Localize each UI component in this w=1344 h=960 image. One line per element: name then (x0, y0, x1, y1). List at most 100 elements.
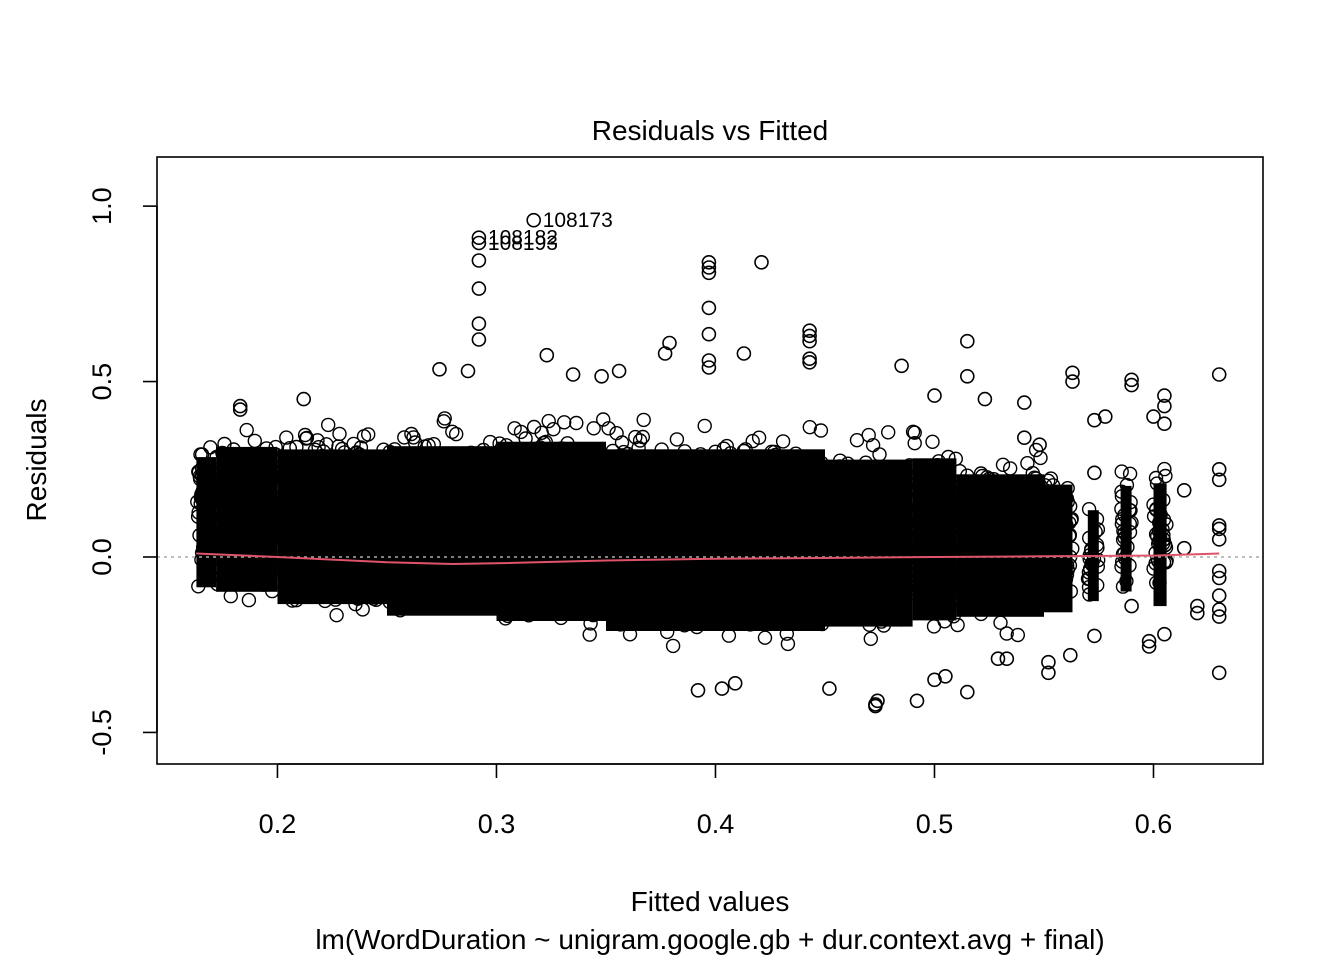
outlier-point (1027, 489, 1043, 505)
x-tick-label: 0.6 (1135, 809, 1173, 839)
residual-point (239, 422, 254, 438)
residual-point (632, 433, 648, 448)
residual-point (1157, 461, 1172, 477)
outlier-point (471, 253, 487, 268)
residual-point (541, 413, 556, 429)
residual-point (775, 434, 791, 449)
outlier-point (802, 351, 817, 367)
residual-point (669, 432, 685, 447)
residual-point (241, 592, 257, 608)
outlier-point (870, 693, 885, 709)
outlier-point (1087, 628, 1102, 644)
outlier-point (714, 681, 730, 696)
residual-point-dense-core (715, 449, 825, 631)
outlier-point (1065, 365, 1080, 381)
residual-point-dense-core (912, 458, 957, 621)
outlier-point (1041, 665, 1056, 681)
outlier-point (1141, 633, 1157, 649)
residual-point (534, 425, 549, 440)
outlier-point (909, 693, 925, 709)
residual-point (557, 415, 572, 430)
residual-point (1158, 468, 1173, 484)
residual-point-dense-core (277, 449, 387, 605)
outlier-point (802, 328, 817, 344)
residual-point (406, 430, 421, 445)
outlier-point (1211, 665, 1227, 681)
point-label-108193: 108193 (488, 232, 558, 255)
residual-point (813, 423, 829, 438)
outlier-point (894, 358, 909, 374)
outlier-point (959, 684, 975, 700)
outlier-point (1211, 570, 1227, 586)
outlier-point (822, 681, 837, 696)
y-tick-label: 0.0 (87, 538, 117, 576)
residual-point (609, 426, 624, 441)
outlier-point (1157, 398, 1172, 414)
outlier-point (1190, 605, 1205, 621)
outlier-point (471, 230, 487, 245)
residual-point-dense-core (216, 446, 278, 592)
outlier-point (1157, 388, 1172, 403)
outlier-point (1017, 430, 1032, 446)
outlier-point (977, 391, 993, 407)
residual-point (628, 429, 643, 445)
outlier-point (701, 300, 717, 316)
outlier-point (1124, 598, 1139, 614)
outlier-point (526, 212, 542, 228)
smoothed-trend-line (196, 552, 1220, 566)
residual-point (310, 433, 325, 448)
residual-point (999, 626, 1014, 641)
residual-point (601, 421, 616, 436)
x-axis: 0.2 0.3 0.4 0.5 0.6 (259, 763, 1173, 839)
outlier-point (727, 675, 743, 691)
y-tick-label: -0.5 (87, 709, 117, 756)
residual-point (925, 434, 940, 449)
residual-point (636, 412, 651, 428)
outlier-point (1211, 609, 1227, 624)
outlier-point (701, 353, 717, 368)
outlier-point (460, 363, 476, 379)
residual-point (881, 425, 896, 440)
outlier-point (1211, 588, 1227, 603)
outlier-point (232, 402, 248, 417)
outlier-point (1211, 518, 1227, 533)
outlier-point (539, 347, 555, 363)
outlier-point (1003, 479, 1019, 495)
residual-point (697, 418, 712, 434)
outlier-point (1141, 639, 1157, 654)
outlier-point (701, 326, 717, 342)
residual-point (279, 430, 294, 445)
residual-point (507, 421, 522, 436)
outlier-point (611, 363, 627, 379)
residual-point-dense-core (1153, 483, 1167, 607)
residual-point (1122, 466, 1138, 481)
outlier-point (701, 260, 717, 275)
residual-point (1010, 627, 1025, 643)
residual-point (905, 424, 921, 439)
outlier-point (927, 672, 942, 688)
outlier-point (471, 332, 487, 347)
outlier-point (1087, 412, 1102, 428)
outlier-point (1065, 374, 1080, 389)
outlier-point (690, 682, 706, 698)
outlier-point (990, 651, 1006, 667)
y-tick-label: 0.5 (87, 363, 117, 401)
residual-point (950, 617, 965, 633)
residual-point (1020, 456, 1035, 471)
outlier-point (754, 254, 769, 270)
outlier-point (1211, 521, 1227, 537)
residual-point (907, 436, 922, 451)
residual-point (404, 426, 419, 442)
outlier-point (999, 651, 1015, 667)
outlier-point (471, 281, 487, 296)
residual-point (995, 457, 1011, 472)
outlier-point (1032, 437, 1047, 453)
residual-point (745, 433, 760, 449)
outlier-point (1041, 654, 1056, 670)
outlier-point (1211, 367, 1227, 382)
outlier-point (701, 265, 717, 281)
outlier-point (701, 254, 717, 270)
outlier-point (1157, 416, 1172, 432)
residual-point (863, 631, 878, 646)
